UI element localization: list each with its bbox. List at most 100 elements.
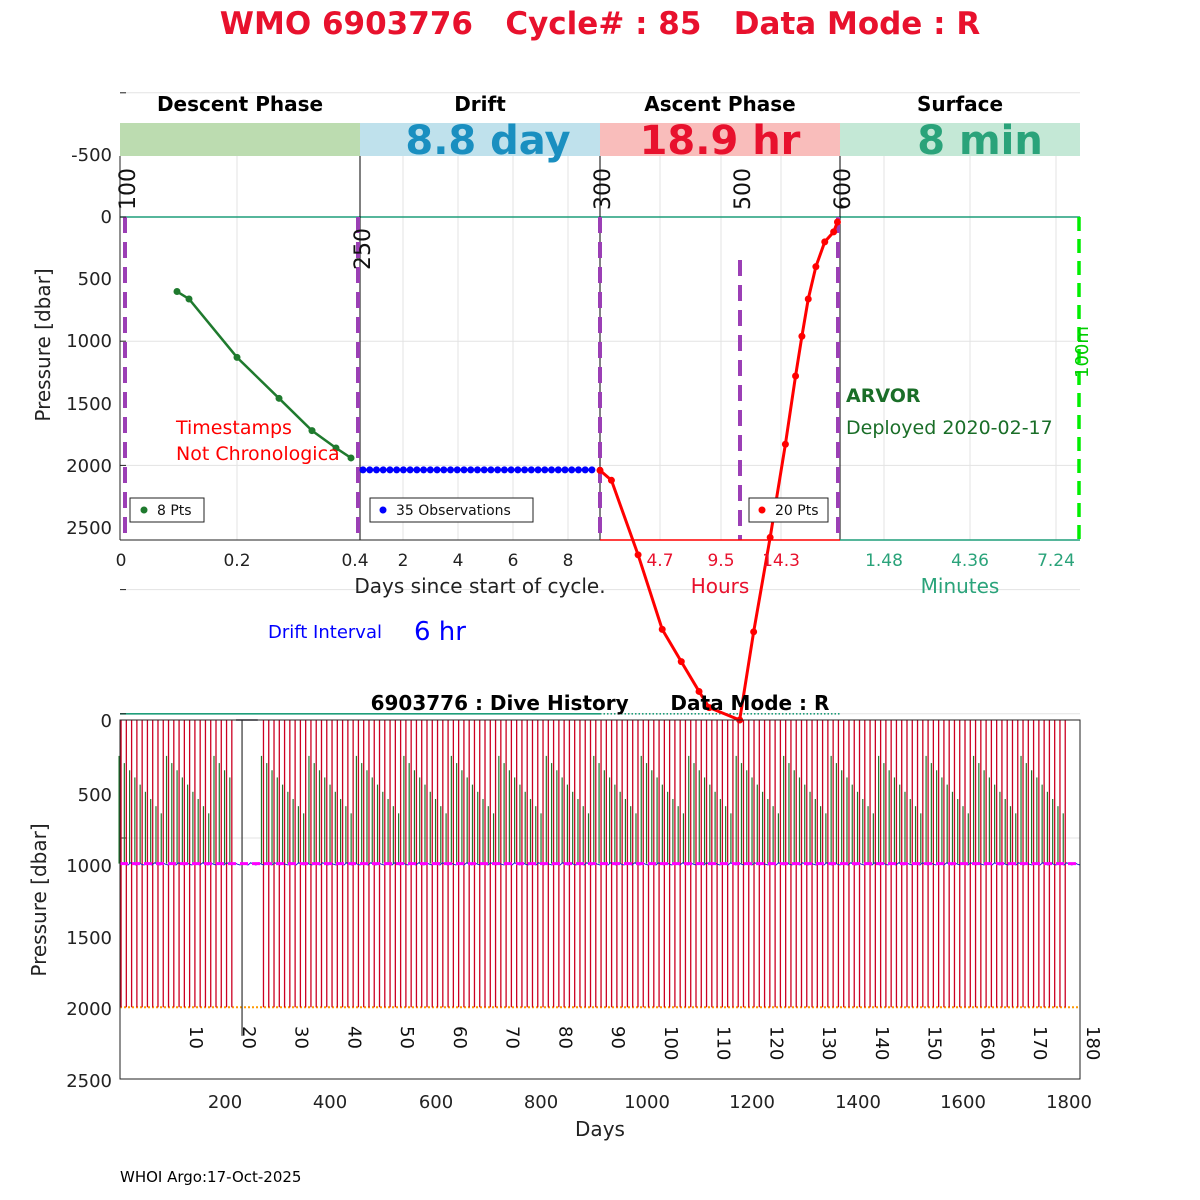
history-x-tick-label: 200 [208,1092,242,1113]
drift-point [527,466,535,474]
cycle-number-label: 180 [1082,1026,1103,1060]
cycle-number-label: 70 [502,1026,523,1049]
drift-point [548,466,556,474]
phase-label-ascent: Ascent Phase [644,92,795,116]
top-y-tick-label: 1500 [66,394,112,415]
legend-drift: 35 Observations [369,497,534,523]
drift-point [581,466,589,474]
ascent-point [766,533,774,541]
phase-value-ascent: 18.9 hr [640,118,801,164]
marker-label-100: 100 [116,168,141,210]
ascent-point [658,625,666,633]
descent-tick-label: 0.2 [223,551,250,571]
legend-label-descent: 8 Pts [157,503,192,519]
drift-point [494,466,502,474]
history-y-tick-label: 2000 [66,999,112,1020]
phase-band-surface [840,123,1080,156]
top-y-axis-label: Pressure [dbar] [31,268,55,421]
drift-point [366,466,374,474]
cycle-number-label: 60 [449,1026,470,1049]
cycle-number-label: 20 [238,1026,259,1049]
legend-marker-drift [379,506,387,514]
drift-point [379,466,387,474]
cycle-number-label: 160 [976,1026,997,1060]
legend-label-drift: 35 Observations [396,503,511,519]
footer-credit: WHOI Argo:17-Oct-2025 [120,1168,301,1186]
history-axes-frame [119,719,1081,1080]
ascent-point [781,440,789,448]
ascent-point [833,218,841,226]
cycle-number-label: 100 [660,1026,681,1060]
ascent-point [812,263,820,271]
phase-label-surface: Surface [917,92,1003,116]
ascent-point [804,295,812,303]
cycle-number-label: 80 [554,1026,575,1049]
history-x-tick-label: 1600 [940,1092,986,1113]
marker-label-500: 500 [731,168,756,210]
descent-point [347,454,355,462]
ascent-point [705,704,713,712]
marker-label-300: 300 [591,168,616,210]
phase-band-descent [120,123,360,156]
legend-label-ascent: 20 Pts [775,503,819,519]
marker-label-surface: 100m [1072,326,1093,378]
history-y-tick-label: 1000 [66,856,112,877]
top-y-tick-label: 1000 [66,331,112,352]
top-y-tick-label: 0 [101,207,112,228]
top-y-tick-label: 2500 [66,518,112,539]
history-x-tick-labels: 200 400 600 800 1000 1200 1400 1600 1800 [208,1092,1092,1113]
drift-point [433,466,441,474]
drift-point [467,466,475,474]
ascent-point [607,476,615,484]
history-x-tick-label: 1400 [835,1092,881,1113]
drift-point [534,466,542,474]
top-y-tick-label: 500 [78,269,112,290]
phase-label-drift: Drift [454,92,506,116]
ascent-point [821,238,829,246]
descent-point [308,427,316,435]
history-y-tick-label: 500 [78,785,112,806]
top-y-tick-label: -500 [71,145,112,166]
surface-tick-label: 7.24 [1037,551,1075,571]
cycle-number-label: 50 [396,1026,417,1049]
ascent-point [634,551,642,559]
phase-label-descent: Descent Phase [157,92,323,116]
top-y-tick-label: 2000 [66,456,112,477]
drift-point [487,466,495,474]
surface-tick-label: 1.48 [865,551,903,571]
drift-tick-label: 4 [453,551,464,571]
cycle-number-label: 40 [343,1026,364,1049]
history-x-tick-label: 1000 [624,1092,670,1113]
chart-title: WMO 6903776 Cycle# : 85 Data Mode : R [220,6,981,42]
legend-ascent: 20 Pts [748,497,829,523]
deployed-date: Deployed 2020-02-17 [846,417,1053,439]
history-x-axis-label: Days [575,1117,625,1141]
ascent-point [695,687,703,695]
drift-point [500,466,508,474]
ascent-point [798,332,806,340]
top-y-tick-labels: -500 0 500 1000 1500 2000 2500 [66,145,112,539]
history-y-tick-labels: 0 500 1000 1500 2000 2500 [66,711,112,1092]
drift-point [480,466,488,474]
minutes-axis-label: Minutes [921,574,1000,598]
top-x-axis-label: Days since start of cycle. [354,574,605,598]
cycle-number-label: 90 [607,1026,628,1049]
history-y-tick-label: 2500 [66,1071,112,1092]
ascent-tick-label: 14.3 [762,551,800,571]
drift-point [440,466,448,474]
drift-point [541,466,549,474]
ascent-tick-label: 9.5 [707,551,734,571]
descent-point [185,295,193,303]
descent-tick-label: 0 [116,551,127,571]
history-x-tick-label: 800 [524,1092,558,1113]
cycle-number-label: 110 [713,1026,734,1060]
drift-point [413,466,421,474]
legend-descent: 8 Pts [129,497,205,523]
cycle-number-labels: 10 20 30 40 50 60 70 80 90 100 110 120 130 140 150 160 1… [185,1026,1103,1060]
history-x-tick-label: 400 [313,1092,347,1113]
history-y-tick-label: 0 [101,711,112,732]
drift-point [386,466,394,474]
warning-line-2: Not Chronologica [176,443,340,465]
history-x-tick-label: 1200 [729,1092,775,1113]
